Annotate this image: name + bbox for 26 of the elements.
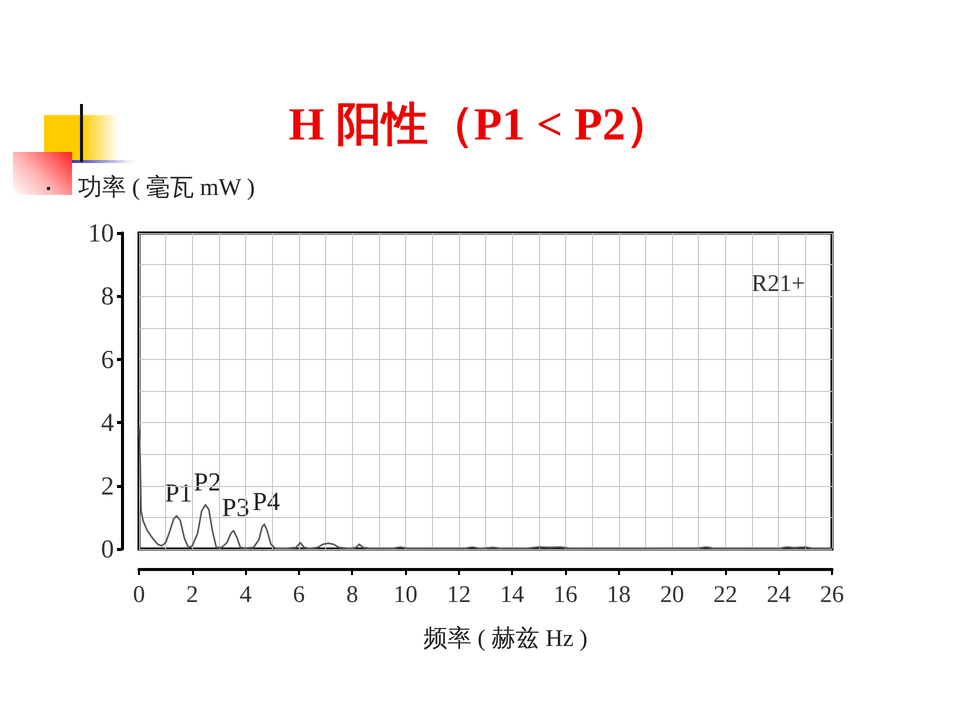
annotation: R21+ <box>751 271 806 297</box>
annotation: P2 <box>194 467 222 496</box>
x-tick-label: 20 <box>660 582 684 608</box>
y-tick-label: 4 <box>101 408 114 438</box>
x-tick-label: 18 <box>606 582 631 608</box>
y-axis-title: 功率 ( 毫瓦 mW ) <box>78 174 255 201</box>
x-tick-label: 2 <box>186 582 198 608</box>
y-tick-label: 10 <box>88 218 114 248</box>
x-tick-label: 0 <box>133 582 145 608</box>
x-tick-label: 8 <box>346 582 358 608</box>
chart-title: H 阳性（P1 < P2） <box>288 98 672 150</box>
x-tick-label: 26 <box>820 582 844 608</box>
y-tick-label: 0 <box>101 534 114 564</box>
y-tick-label: 2 <box>101 471 114 500</box>
annotation: P4 <box>252 486 280 516</box>
x-tick-label: 10 <box>394 582 418 608</box>
y-tick-label: 8 <box>101 282 114 311</box>
x-tick-label: 24 <box>766 582 791 608</box>
y-tick-label: 6 <box>101 344 114 374</box>
x-tick-label: 4 <box>240 582 252 608</box>
x-tick-label: 16 <box>553 582 578 608</box>
x-tick-label: 14 <box>500 582 524 608</box>
x-tick-label: 12 <box>446 582 471 608</box>
x-tick-label: 6 <box>292 582 305 608</box>
x-axis-title: 频率 ( 赫兹 Hz ) <box>424 625 588 652</box>
x-tick-label: 22 <box>713 582 738 608</box>
